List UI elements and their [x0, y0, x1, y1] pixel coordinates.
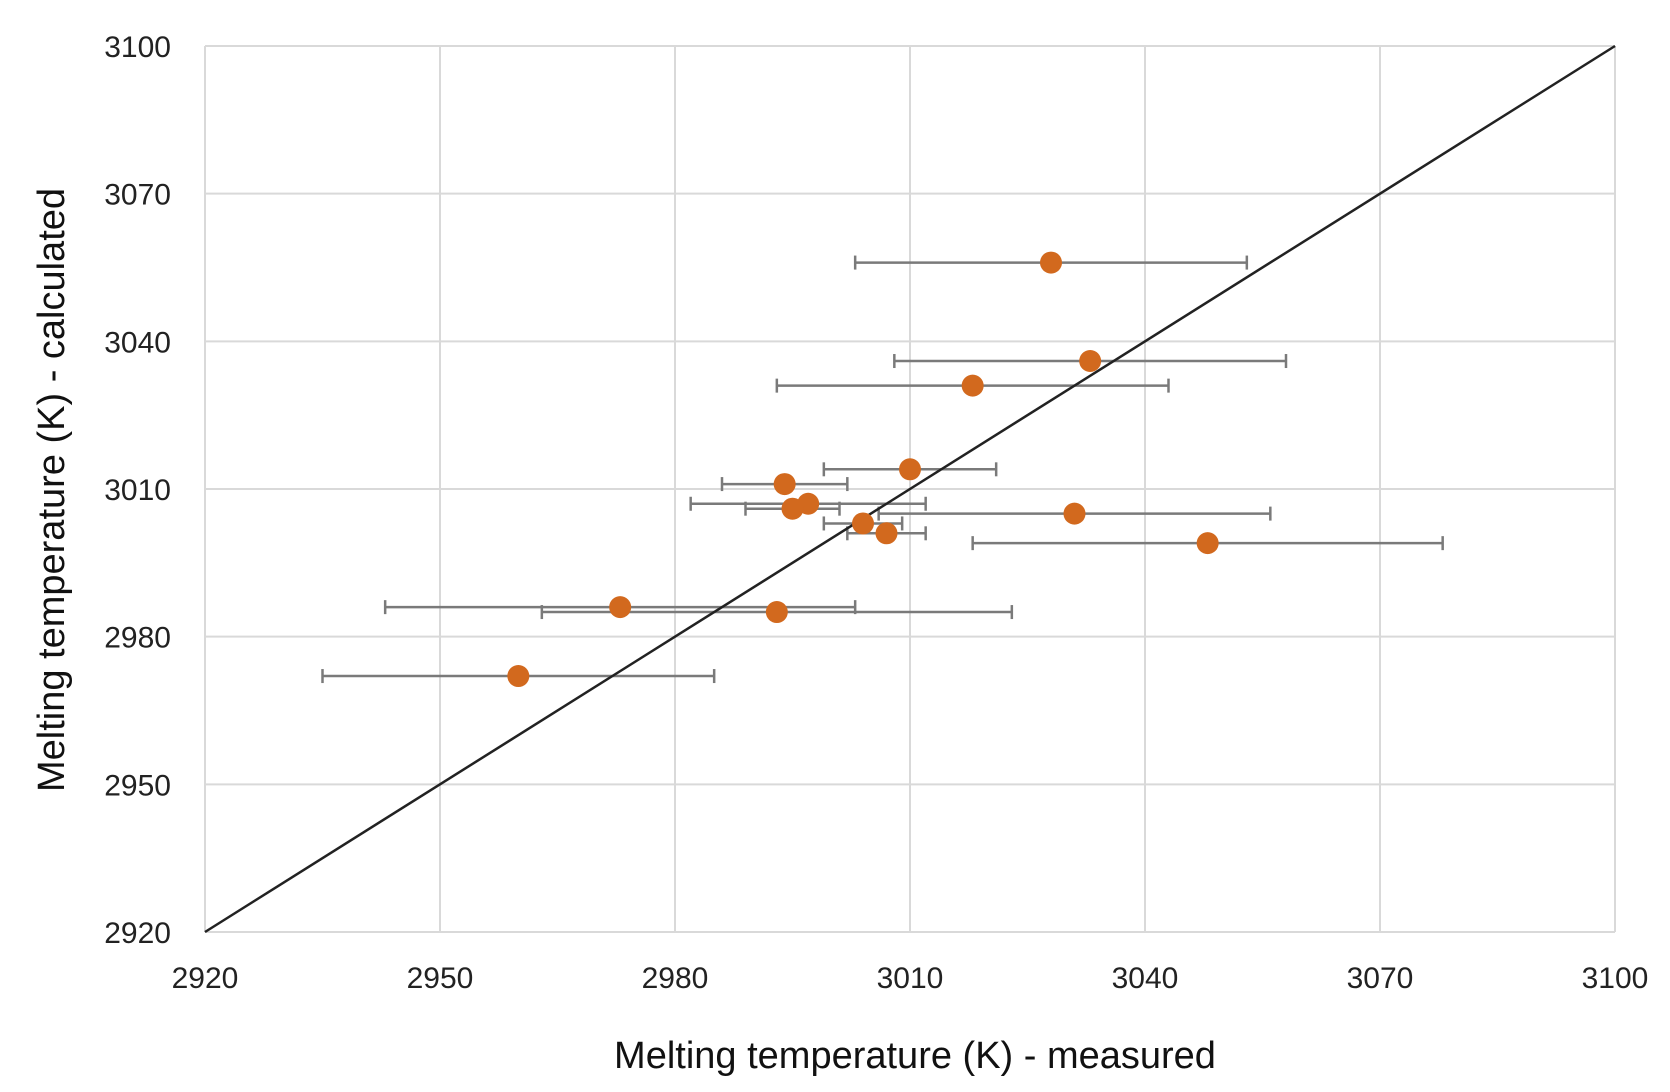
- x-axis-title: Melting temperature (K) - measured: [614, 1035, 1216, 1077]
- data-point: [852, 512, 874, 535]
- y-tick-label: 2920: [104, 917, 171, 950]
- data-point: [765, 601, 788, 624]
- x-tick-label: 3070: [1347, 962, 1414, 995]
- data-points: [507, 251, 1219, 688]
- data-point: [899, 458, 921, 481]
- data-point: [609, 596, 632, 619]
- x-tick-label: 2920: [172, 962, 239, 995]
- error-bars: [321, 255, 1444, 684]
- y-tick-label: 3010: [104, 474, 171, 507]
- x-tick-label: 3100: [1582, 962, 1649, 995]
- data-point: [1079, 350, 1102, 373]
- y-axis-title: Melting temperature (K) - calculated: [31, 188, 73, 792]
- y-tick-label: 3100: [104, 31, 171, 64]
- y-tick-label: 2980: [104, 622, 171, 655]
- data-point: [507, 665, 530, 688]
- data-point: [961, 374, 984, 397]
- data-point: [773, 473, 796, 496]
- x-axis-ticks: 2920 2950 2980 3010 3040 3070 3100: [172, 962, 1649, 995]
- y-tick-label: 3070: [104, 179, 171, 212]
- data-point: [1196, 532, 1219, 555]
- y-tick-label: 3040: [104, 326, 171, 359]
- x-tick-label: 2950: [407, 962, 474, 995]
- x-tick-label: 2980: [642, 962, 709, 995]
- y-tick-label: 2950: [104, 769, 171, 802]
- y-axis-ticks: 2920 2950 2980 3010 3040 3070 3100: [104, 31, 171, 950]
- reference-line: [204, 44, 1616, 934]
- x-tick-label: 3010: [877, 962, 944, 995]
- x-tick-label: 3040: [1112, 962, 1179, 995]
- data-point: [875, 522, 898, 545]
- data-point: [781, 497, 804, 520]
- data-point: [1040, 251, 1062, 274]
- data-point: [1063, 502, 1086, 525]
